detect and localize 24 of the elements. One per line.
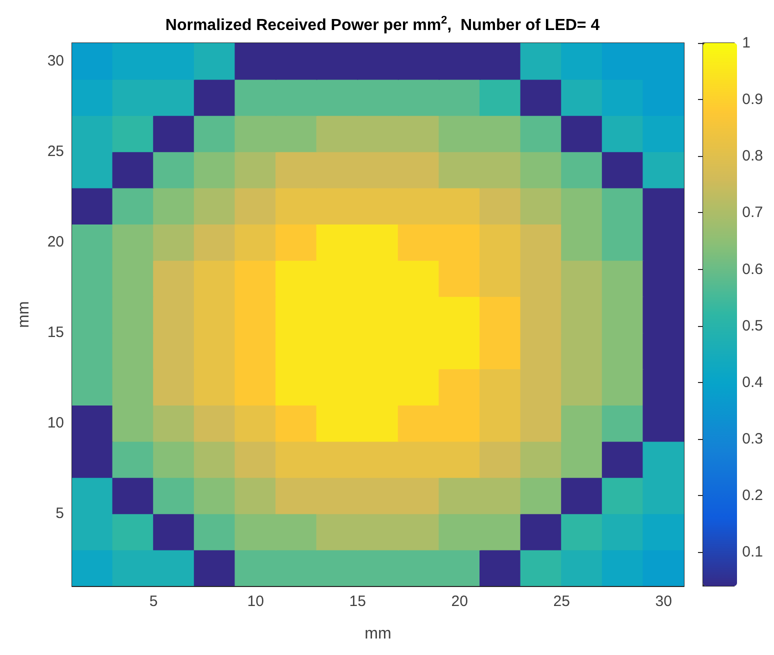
- color-bar-label: 0.9: [742, 91, 764, 108]
- color-bar-label: 0.6: [742, 260, 764, 278]
- y-tick-label: 30: [47, 52, 64, 70]
- y-tick-label: 15: [47, 324, 64, 342]
- y-tick-label: 20: [47, 234, 64, 251]
- color-bar-label: 0.7: [742, 204, 764, 222]
- color-bar-label: 0.4: [742, 374, 764, 391]
- color-bar-label: 0.3: [742, 430, 764, 448]
- color-bar-label: 1: [742, 34, 750, 52]
- x-tick-label: 20: [451, 593, 468, 610]
- y-tick-label: 10: [47, 414, 64, 432]
- x-axis-title: mm: [364, 626, 392, 642]
- y-tick-label: 5: [56, 505, 64, 522]
- color-bar-label: 0.2: [742, 487, 764, 504]
- x-tick-label: 25: [553, 593, 570, 610]
- x-tick-label: 30: [655, 593, 672, 610]
- color-bar-label: 0.8: [742, 148, 764, 165]
- y-tick-label: 25: [47, 143, 64, 160]
- y-axis-title: mm: [16, 301, 32, 328]
- x-tick-label: 10: [247, 593, 264, 610]
- x-tick-label: 5: [149, 593, 158, 610]
- color-bar-label: 0.1: [742, 544, 764, 561]
- x-tick-label: 15: [349, 593, 366, 610]
- color-bar-label: 0.5: [742, 317, 764, 334]
